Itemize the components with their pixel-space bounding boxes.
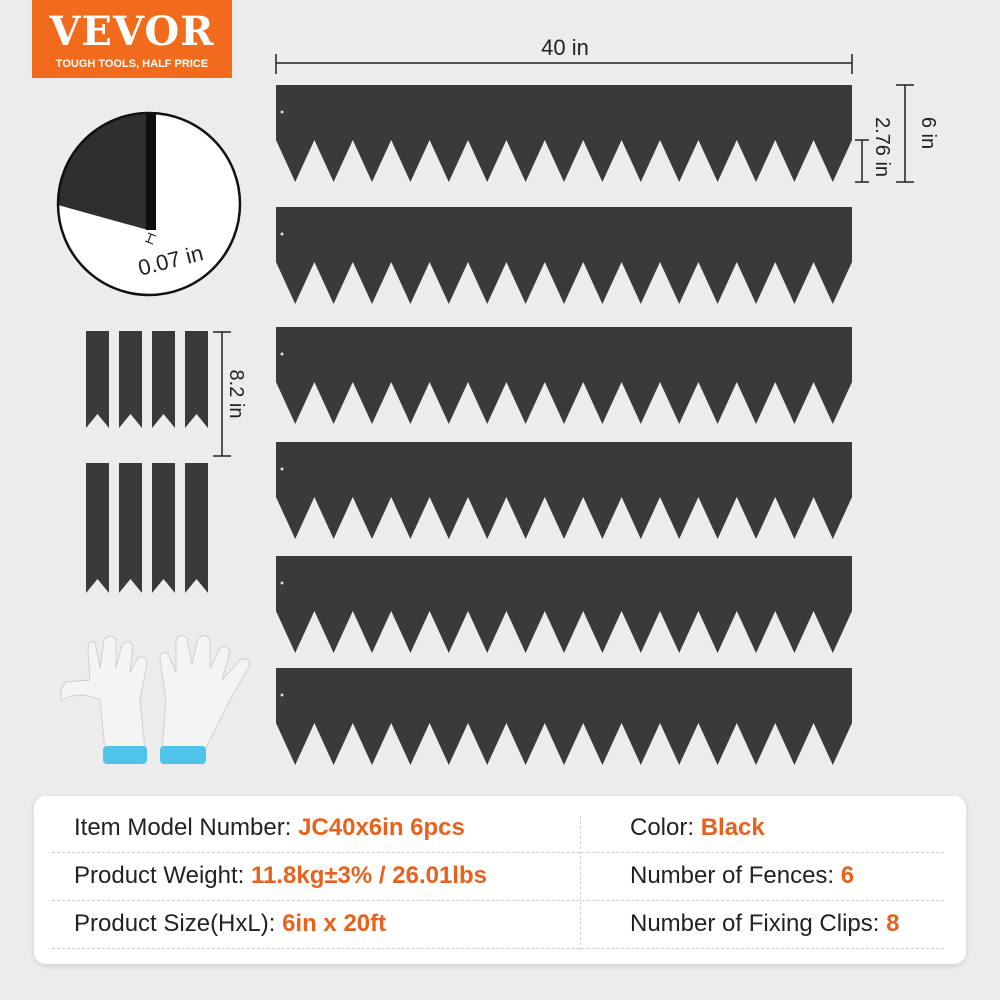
clip-length-label: 8.2 in: [225, 370, 247, 419]
mounting-hole: [280, 467, 284, 471]
thickness-detail: 0.07 in: [56, 111, 242, 297]
height-label: 6 in: [917, 117, 939, 149]
fixing-clip: [86, 463, 109, 593]
gloves-icon: [60, 634, 250, 764]
spec-row: Product Weight: 11.8kg±3% / 26.01lbs Num…: [52, 852, 944, 901]
clip-length-dimension: [213, 331, 231, 457]
spec-weight: Product Weight: 11.8kg±3% / 26.01lbs: [74, 862, 487, 889]
fixing-clip: [152, 331, 175, 428]
brand-tagline: TOUGH TOOLS, HALF PRICE: [55, 58, 209, 70]
spec-color: Color: Black: [630, 814, 765, 841]
fixing-clip: [185, 331, 208, 428]
column-divider: [580, 816, 581, 950]
fence-strip: [276, 327, 852, 424]
mounting-hole: [280, 581, 284, 585]
length-dimension: [275, 54, 853, 74]
product-illustration: 40 in 6 in 2.76 in 8.2 in 0.07 in: [56, 35, 939, 765]
spec-clips: Number of Fixing Clips: 8: [630, 910, 900, 937]
spec-row: Item Model Number: JC40x6in 6pcs Color: …: [52, 804, 944, 853]
length-label: 40 in: [541, 35, 589, 60]
mounting-hole: [280, 232, 284, 236]
mounting-hole: [280, 352, 284, 356]
fixing-clip: [152, 463, 175, 593]
fixing-clip: [185, 463, 208, 593]
spec-row: Product Size(HxL): 6in x 20ft Number of …: [52, 900, 944, 949]
vevor-logo: VEVOR TOUGH TOOLS, HALF PRICE: [32, 0, 232, 78]
spec-model: Item Model Number: JC40x6in 6pcs: [74, 814, 465, 841]
spec-fences: Number of Fences: 6: [630, 862, 855, 889]
fence-strip: [276, 668, 852, 765]
mounting-hole: [280, 110, 284, 114]
spec-size: Product Size(HxL): 6in x 20ft: [74, 910, 387, 937]
fixing-clip: [119, 463, 142, 593]
brand-name: VEVOR: [49, 8, 215, 55]
fixing-clips: [86, 331, 208, 593]
specifications-table: Item Model Number: JC40x6in 6pcs Color: …: [34, 796, 966, 964]
fence-strip: [276, 207, 852, 304]
mounting-hole: [280, 693, 284, 697]
tooth-height-dimension: [855, 139, 869, 183]
height-dimension: [896, 84, 914, 183]
tooth-height-label: 2.76 in: [871, 117, 893, 177]
fence-strip: [276, 442, 852, 539]
fence-strip: [276, 556, 852, 653]
fixing-clip: [119, 331, 142, 428]
fence-strip: [276, 85, 852, 182]
fixing-clip: [86, 331, 109, 428]
fence-strips: [276, 85, 852, 765]
